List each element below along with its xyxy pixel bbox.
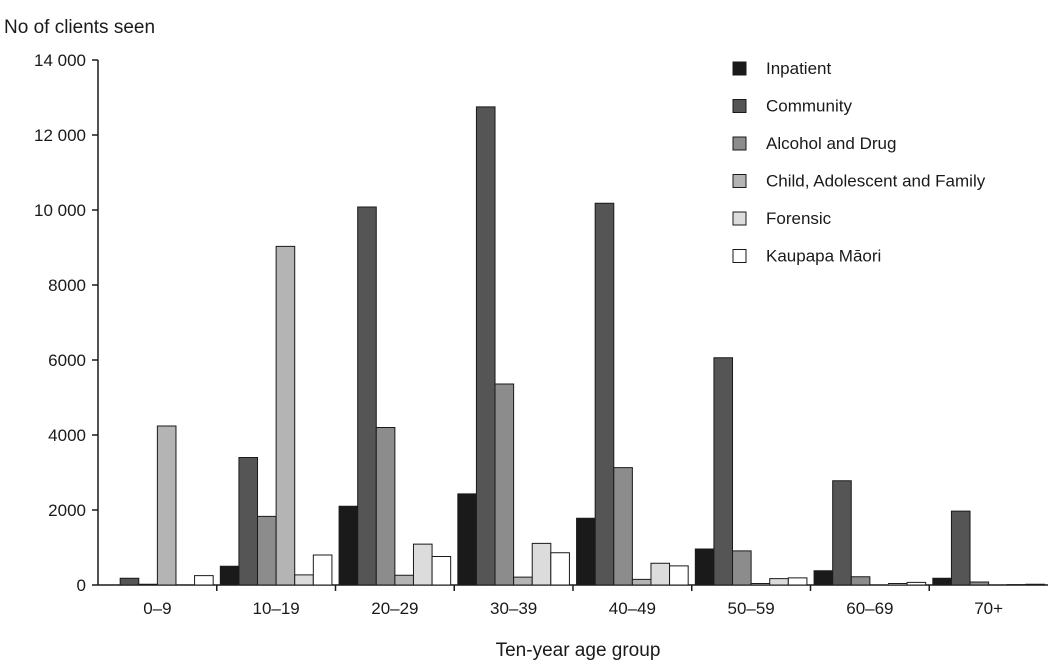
y-tick-label: 12 000	[34, 126, 86, 145]
bar	[375, 427, 396, 586]
bar	[906, 581, 927, 586]
x-tick-label: 30–39	[490, 599, 537, 618]
y-tick-label: 14 000	[34, 51, 86, 70]
legend-swatch	[732, 99, 747, 113]
bar	[431, 556, 452, 586]
bar	[412, 543, 433, 586]
bar	[769, 578, 789, 586]
bar	[850, 576, 871, 586]
x-tick-label: 20–29	[371, 599, 418, 618]
bar	[119, 577, 140, 586]
bar	[294, 574, 314, 586]
y-tick-label: 8000	[48, 276, 86, 295]
bar	[394, 574, 414, 586]
x-tick-label: 10–19	[252, 599, 299, 618]
bar	[631, 578, 652, 586]
y-tick-label: 10 000	[34, 201, 86, 220]
bar	[694, 548, 715, 586]
bar	[1025, 583, 1045, 586]
bar	[312, 554, 333, 586]
bar	[750, 583, 771, 586]
bar	[669, 565, 689, 586]
bar	[932, 577, 952, 586]
bar	[813, 570, 834, 586]
bars-group	[119, 106, 1045, 586]
bar	[238, 457, 259, 586]
bar	[494, 383, 515, 586]
x-tick-label: 70+	[974, 599, 1003, 618]
bar	[457, 493, 477, 586]
bar	[713, 357, 734, 586]
bar	[257, 515, 277, 586]
legend-label: Kaupapa Māori	[766, 247, 881, 266]
bar	[219, 565, 240, 586]
legend-swatch	[732, 174, 747, 188]
bar	[531, 542, 552, 586]
legend-label: Forensic	[766, 209, 832, 228]
legend-label: Alcohol and Drug	[766, 134, 896, 153]
bar	[156, 425, 177, 586]
x-tick-label: 60–69	[846, 599, 893, 618]
bar	[357, 206, 377, 586]
bar	[194, 575, 214, 586]
legend-label: Community	[766, 97, 852, 116]
bar	[950, 510, 971, 586]
legend-swatch	[732, 211, 747, 226]
bar	[475, 106, 496, 586]
bar	[550, 552, 570, 586]
bar	[832, 480, 852, 586]
bar	[594, 202, 615, 586]
bar	[787, 577, 808, 586]
legend: Inpatient Community Alcohol and Drug Child,…	[732, 59, 986, 266]
y-tick-label: 6000	[48, 351, 86, 370]
y-tick-label: 4000	[48, 426, 86, 445]
y-axis-title: No of clients seen	[4, 17, 155, 38]
x-tick-label: 0–9	[143, 599, 171, 618]
legend-swatch	[732, 61, 747, 76]
bar	[732, 550, 752, 586]
bar	[275, 245, 296, 586]
bar	[513, 576, 533, 586]
legend-label: Child, Adolescent and Family	[766, 172, 986, 191]
bar	[650, 562, 671, 586]
legend-swatch	[732, 249, 747, 263]
y-tick-label: 0	[77, 576, 86, 595]
x-axis: 0–9 10–19 20–29 30–39 40–49 50–59 60–69 70+	[98, 584, 1048, 618]
y-tick-label: 2000	[48, 501, 86, 520]
legend-swatch	[732, 136, 747, 151]
bar	[613, 467, 633, 586]
x-tick-label: 40–49	[609, 599, 656, 618]
x-axis-title: Ten-year age group	[496, 640, 661, 661]
bar	[969, 581, 990, 586]
bar	[138, 583, 158, 586]
legend-label: Inpatient	[766, 59, 831, 78]
bar	[338, 505, 359, 586]
x-tick-label: 50–59	[727, 599, 774, 618]
y-axis: 0 2000 4000 6000 8000 10 000 12 000 14 000	[34, 51, 99, 595]
bar	[887, 583, 908, 586]
bar	[576, 517, 596, 586]
